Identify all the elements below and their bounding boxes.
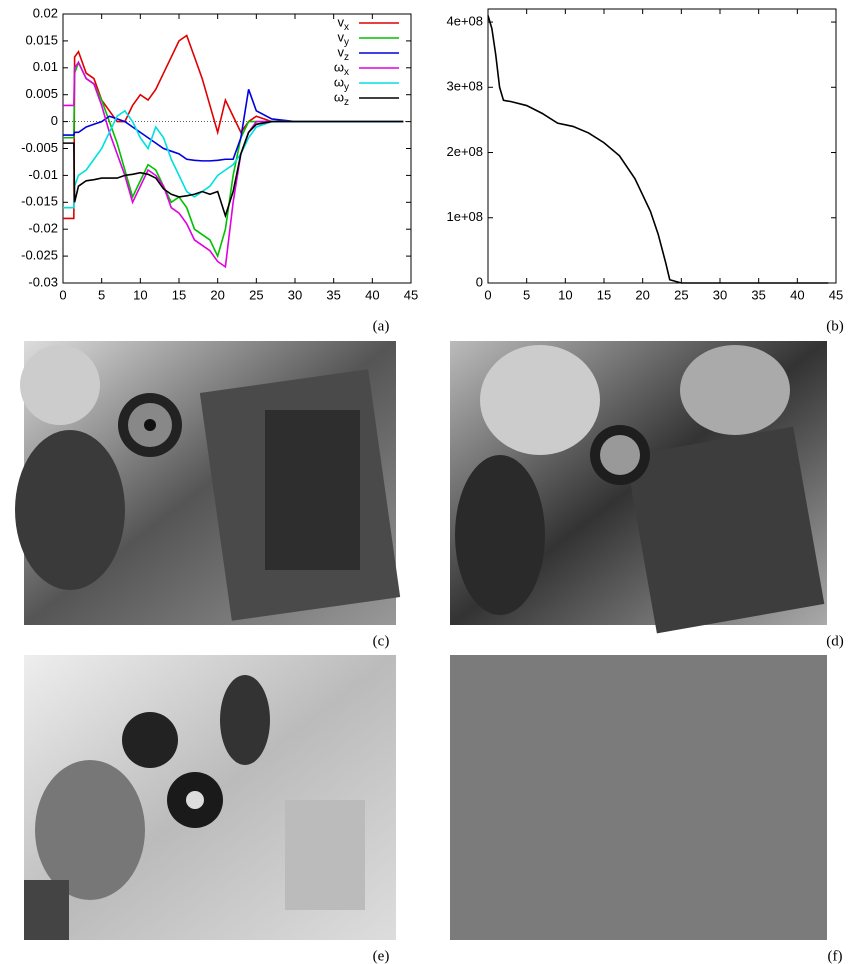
x-tick-label: 40 (365, 287, 379, 302)
data-line (63, 89, 404, 162)
x-tick-label: 15 (172, 287, 186, 302)
panel-label: (e) (373, 948, 390, 964)
x-tick-label: 40 (790, 287, 804, 302)
y-tick-label: 3e+08 (446, 79, 483, 94)
x-tick-label: 25 (249, 287, 263, 302)
y-tick-label: -0.025 (21, 248, 58, 263)
y-tick-label: -0.005 (21, 140, 58, 155)
data-line (63, 60, 404, 269)
x-tick-label: 35 (751, 287, 765, 302)
x-tick-label: 45 (404, 287, 418, 302)
y-tick-label: 4e+08 (446, 13, 483, 28)
data-line (487, 15, 829, 284)
panel-label: (c) (373, 633, 390, 649)
x-tick-label: 15 (597, 287, 611, 302)
y-tick-label: 0.005 (25, 86, 58, 101)
x-tick-label: 30 (713, 287, 727, 302)
x-tick-label: 30 (288, 287, 302, 302)
x-tick-label: 20 (635, 287, 649, 302)
y-tick-label: 0.015 (25, 32, 58, 47)
legend-label: vz (338, 44, 350, 62)
x-tick-label: 10 (558, 287, 572, 302)
y-tick-label: 0 (476, 274, 483, 289)
y-tick-label: -0.02 (28, 221, 58, 236)
legend-label: vy (338, 29, 350, 47)
y-tick-label: 0.02 (33, 5, 58, 20)
y-tick-label: 0.01 (33, 59, 58, 74)
y-tick-label: 1e+08 (446, 209, 483, 224)
x-tick-label: 0 (59, 287, 66, 302)
data-line (63, 34, 404, 220)
x-tick-label: 5 (523, 287, 530, 302)
y-tick-label: -0.015 (21, 194, 58, 209)
data-line (63, 109, 404, 209)
x-tick-label: 20 (210, 287, 224, 302)
panel-label: (d) (826, 633, 844, 649)
legend-label: vx (338, 14, 350, 32)
image-e (24, 655, 396, 940)
y-tick-label: -0.03 (28, 274, 58, 289)
x-tick-label: 25 (674, 287, 688, 302)
image-d (450, 341, 827, 634)
y-tick-label: 0 (51, 113, 58, 128)
panel-label: (f) (828, 948, 843, 964)
plot-frame (487, 8, 837, 284)
x-tick-label: 0 (484, 287, 491, 302)
y-tick-label: 2e+08 (446, 144, 483, 159)
x-tick-label: 5 (98, 287, 105, 302)
panel-label: (a) (373, 318, 390, 334)
x-tick-label: 35 (326, 287, 340, 302)
y-tick-label: -0.01 (28, 167, 58, 182)
x-tick-label: 10 (133, 287, 147, 302)
image-c (15, 341, 401, 625)
x-tick-label: 45 (829, 287, 843, 302)
data-line (63, 120, 404, 219)
panel-label: (b) (826, 318, 844, 334)
image-f (450, 655, 827, 940)
